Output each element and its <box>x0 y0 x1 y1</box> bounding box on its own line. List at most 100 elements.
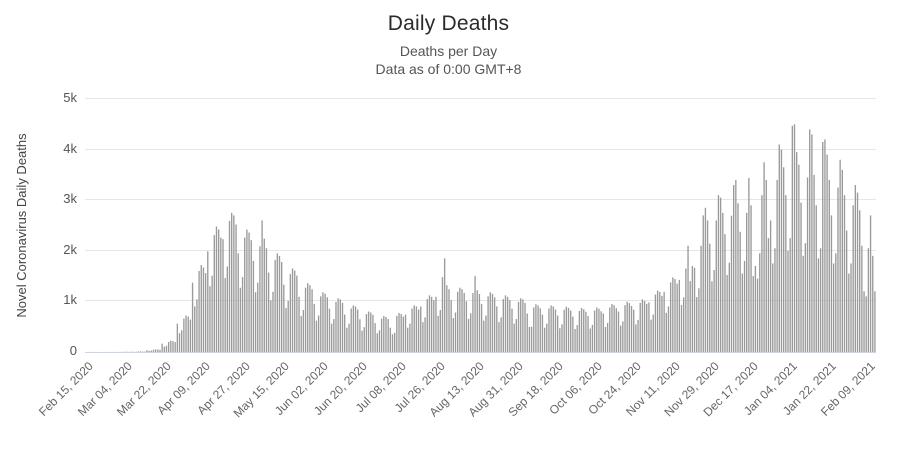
bar <box>663 291 665 352</box>
bar <box>367 311 370 352</box>
bar <box>476 290 478 352</box>
bar <box>326 297 328 352</box>
bar <box>693 267 696 352</box>
bar <box>565 306 568 352</box>
bar <box>813 174 815 352</box>
bar <box>470 313 472 352</box>
bar <box>800 202 802 352</box>
bar <box>385 317 387 352</box>
bar <box>165 345 168 352</box>
bar <box>659 292 661 352</box>
bar <box>643 300 646 352</box>
gridline <box>85 148 876 150</box>
bar <box>772 263 774 352</box>
bar <box>415 306 418 352</box>
bar <box>346 327 348 352</box>
bar <box>398 313 400 352</box>
bar <box>352 305 355 352</box>
bar <box>196 299 198 352</box>
bar <box>683 297 685 352</box>
bar <box>328 308 331 352</box>
bar <box>250 240 252 352</box>
bar <box>826 154 828 352</box>
bar <box>619 325 622 352</box>
bar <box>574 328 576 352</box>
bar <box>630 305 633 352</box>
bar <box>370 312 372 352</box>
bar <box>700 245 702 352</box>
bar <box>509 300 511 352</box>
bar <box>726 275 728 352</box>
bar <box>337 298 339 352</box>
bar <box>231 212 233 352</box>
bar <box>348 323 350 352</box>
bar <box>798 164 800 352</box>
bar <box>561 324 563 352</box>
bar <box>578 311 581 352</box>
bar <box>713 270 715 352</box>
bar <box>806 177 809 352</box>
bar <box>226 266 229 352</box>
bar <box>785 195 787 352</box>
bar <box>746 212 748 352</box>
bar <box>828 179 830 352</box>
bar <box>222 239 224 352</box>
bar <box>198 271 200 352</box>
bar <box>248 232 250 352</box>
bar <box>209 286 211 352</box>
bar <box>178 333 181 352</box>
bar <box>472 293 474 352</box>
bar <box>407 327 409 352</box>
bar <box>228 220 231 352</box>
bar <box>637 319 639 352</box>
bar <box>354 306 357 352</box>
bar <box>815 205 817 352</box>
bar <box>861 245 863 352</box>
bar <box>591 324 594 352</box>
y-axis-title: Novel Coronavirus Daily Deaths <box>14 133 29 318</box>
bar <box>702 215 704 352</box>
bar <box>611 303 613 352</box>
bar <box>780 149 783 352</box>
bar <box>315 320 318 352</box>
bar <box>317 315 320 352</box>
bar <box>298 296 300 352</box>
bar <box>474 276 476 352</box>
bar <box>585 311 587 352</box>
bar <box>554 309 557 352</box>
bar <box>241 277 244 352</box>
bar <box>533 307 535 352</box>
bar <box>872 255 874 352</box>
bar <box>498 322 500 352</box>
bar <box>656 290 659 352</box>
bar <box>272 291 274 352</box>
bar <box>246 229 248 352</box>
bar <box>459 287 461 352</box>
bar <box>546 323 548 352</box>
bar <box>867 248 870 352</box>
bar <box>524 302 526 352</box>
bar <box>287 300 289 352</box>
bar <box>600 311 602 352</box>
bar <box>622 321 624 352</box>
bar <box>804 243 807 352</box>
bar <box>480 303 483 352</box>
bar <box>802 255 804 352</box>
bar <box>389 327 391 352</box>
bar <box>304 287 307 352</box>
bar <box>170 340 172 352</box>
bar <box>452 318 455 352</box>
bar <box>517 301 520 352</box>
bar <box>850 263 852 352</box>
bar <box>257 282 259 352</box>
bar <box>563 309 565 352</box>
bar <box>435 296 437 352</box>
bar <box>661 295 663 352</box>
bar <box>756 278 759 352</box>
bar <box>526 313 528 352</box>
bar <box>157 349 159 352</box>
bar <box>267 272 270 352</box>
bar <box>252 260 255 352</box>
bar <box>767 238 770 352</box>
